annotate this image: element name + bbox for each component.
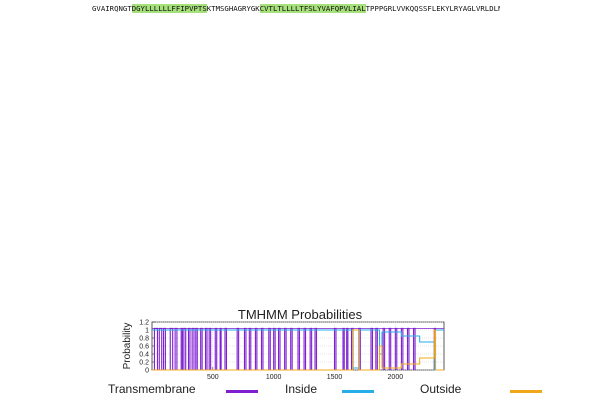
tmhmm-chart: TMHMM Probabilities 0 0.2 0.4 0.6 0.8 1 1.2 500… (92, 300, 508, 400)
y-tick-label: 1.2 (139, 320, 149, 327)
transmembrane-spike (191, 327, 195, 370)
transmembrane-spike (174, 327, 178, 370)
transmembrane-spike (153, 327, 159, 370)
transmembrane-spike (406, 327, 410, 370)
legend-swatch-inside (342, 390, 374, 393)
transmembrane-spike (388, 327, 392, 370)
transmembrane-spike (195, 327, 198, 370)
legend-label-transmembrane: Transmembrane (108, 382, 196, 396)
x-tick-label: 1500 (327, 374, 343, 381)
protein-sequence-panel: GVAIRQNGTDGYLLLLLLFFIPVPTSKTMSGHAGRYGKCV… (92, 4, 500, 300)
transmembrane-spike (260, 327, 264, 370)
sequence-segment: KTMSGHAGRYGK (206, 4, 260, 13)
x-tick-label: 500 (207, 374, 219, 381)
transmembrane-spike (158, 327, 163, 370)
transmembrane-spike (342, 327, 345, 370)
transmembrane-spike (214, 327, 218, 370)
legend-swatch-outside (510, 390, 542, 393)
sequence-segment: GVAIRQNGT (92, 4, 132, 13)
sequence-segment: TPPPGRLVVKQQSSFLEKYLRYAGLVRLDLNWLDCN (365, 4, 500, 13)
transmembrane-spike (254, 327, 258, 370)
transmembrane-spike (309, 327, 313, 370)
y-tick-label: 0.4 (139, 352, 149, 359)
transmembrane-spike (183, 327, 187, 370)
transmembrane-spike (297, 327, 301, 370)
sequence-line: GVAIRQNGTDGYLLLLLLFFIPVPTSKTMSGHAGRYGKCV… (92, 4, 500, 13)
chart-title: TMHMM Probabilities (237, 307, 363, 322)
legend-swatch-transmembrane (226, 390, 258, 393)
y-tick-label: 0 (145, 368, 149, 375)
transmembrane-spike (284, 327, 287, 370)
transmembrane-spike (303, 327, 307, 370)
transmembrane-spike (382, 327, 386, 370)
transmembrane-spike (248, 327, 252, 370)
inside-line (152, 329, 444, 371)
transmembrane-spike (375, 327, 378, 370)
outside-line (152, 329, 444, 371)
transmembrane-spike (163, 327, 166, 370)
transmembrane-spike (314, 327, 318, 370)
transmembrane-spike (224, 327, 228, 370)
transmembrane-segment: CVTLTLLLLTFSLYVAFQPVLIAL (259, 4, 366, 13)
transmembrane-segment: DGYLLLLLLFFIPVPTS (131, 4, 207, 13)
y-axis-label: Probability (122, 323, 133, 370)
transmembrane-spike (243, 327, 247, 370)
x-tick-label: 1000 (266, 374, 282, 381)
y-tick-label: 0.2 (139, 360, 149, 367)
transmembrane-spike (277, 327, 281, 370)
transmembrane-spike (413, 327, 416, 370)
transmembrane-spike (273, 327, 276, 370)
transmembrane-spike (169, 327, 174, 370)
transmembrane-spike (236, 327, 240, 370)
y-tick-label: 1 (145, 328, 149, 335)
transmembrane-spike (180, 327, 183, 370)
chart-svg: 00.20.40.60.811.2 500 1000 1500 2000 Probabil… (122, 320, 445, 381)
y-tick-label: 0.8 (139, 336, 149, 343)
y-tick-label: 0.6 (139, 344, 149, 351)
transmembrane-spike (187, 327, 191, 370)
transmembrane-spike (346, 327, 349, 370)
transmembrane-spike (333, 327, 337, 370)
legend-label-outside: Outside (420, 382, 462, 396)
legend-label-inside: Inside (285, 382, 318, 396)
transmembrane-spike (268, 327, 271, 370)
transmembrane-spike (290, 327, 293, 370)
transmembrane-spike (370, 327, 374, 370)
transmembrane-spike (200, 327, 203, 370)
transmembrane-spike (219, 327, 222, 370)
transmembrane-spike (208, 327, 212, 370)
transmembrane-spike (394, 327, 398, 370)
transmembrane-spike (204, 327, 208, 370)
x-tick-label: 2000 (388, 374, 404, 381)
transmembrane-spike (400, 327, 404, 370)
